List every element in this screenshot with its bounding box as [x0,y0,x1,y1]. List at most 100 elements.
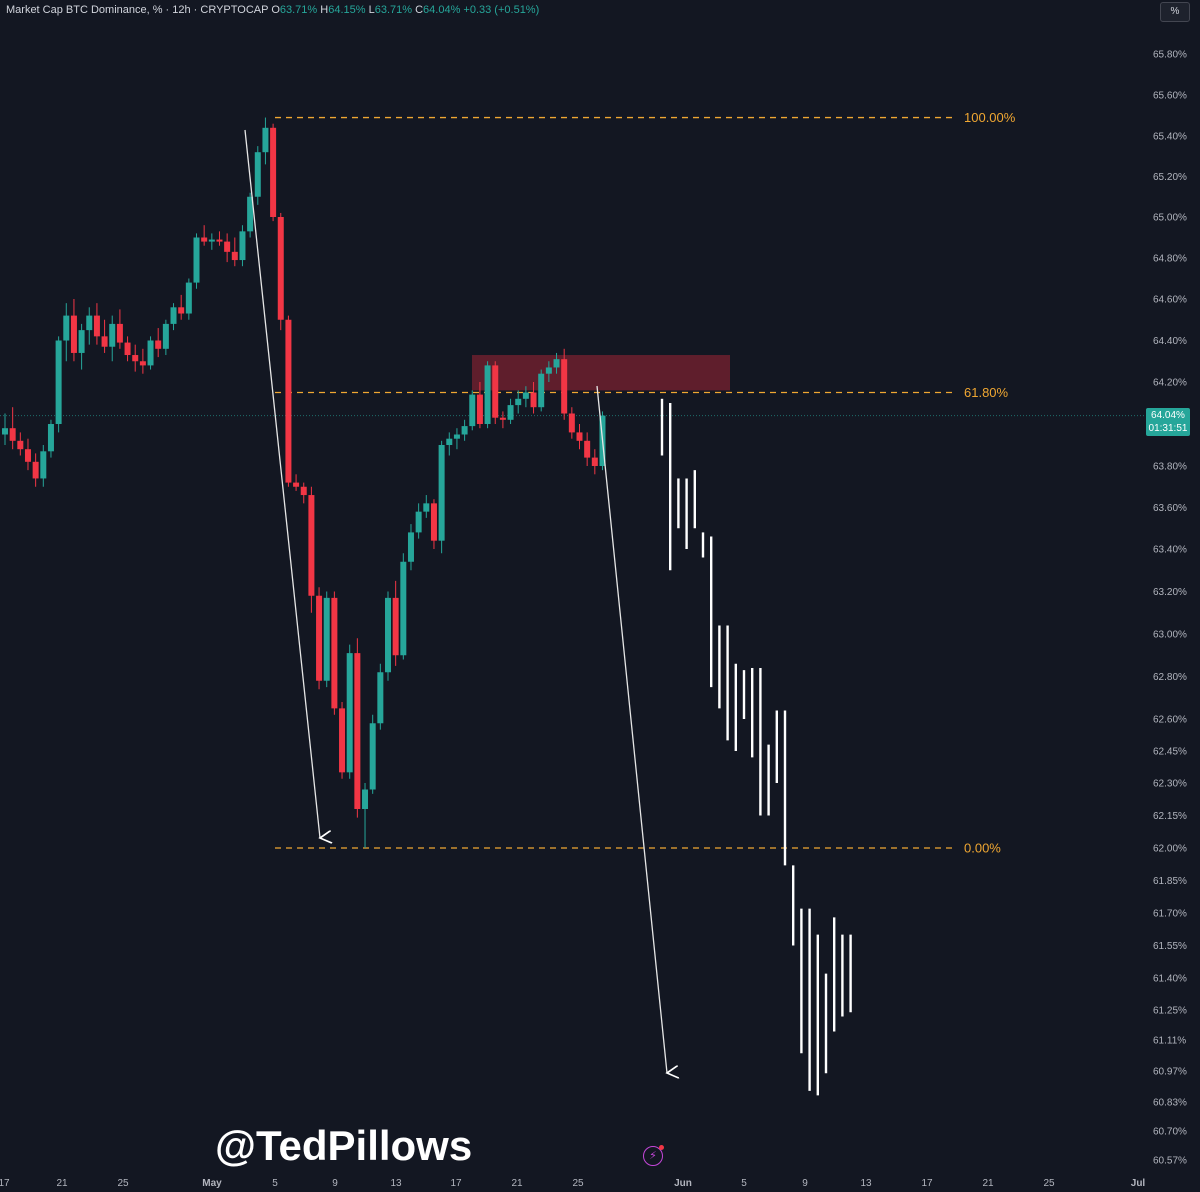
price-tick-label: 64.80% [1153,254,1187,265]
candle-body [254,152,261,197]
time-tick-label: 21 [56,1178,68,1189]
candle-body [530,392,537,408]
candle-body [139,361,146,366]
candle-body [9,428,16,441]
time-axis[interactable]: 17 21 25 May 5 9 13 17 21 25 Jun 5 9 13 17 21 25 Jul [0,1178,1145,1189]
candle-body [216,239,223,242]
candle-body [78,330,85,353]
candle-body [522,392,529,399]
candle-body [17,440,24,450]
price-tick-label: 63.00% [1153,630,1187,641]
candle-body [201,237,208,242]
candle-body [331,597,338,709]
candle-body [155,340,162,349]
time-tick-label: 17 [450,1178,462,1189]
price-axis[interactable]: 65.80% 65.60% 65.40% 65.20% 65.00% 64.80% 64.6… [1153,50,1187,1167]
candle-body [377,672,384,724]
price-tick-label: 63.20% [1153,587,1187,598]
lightning-icon[interactable]: ⚡ [643,1145,664,1166]
symbol-title: Market Cap BTC Dominance, % · 12h · CRYP… [6,4,269,16]
candle-body [316,595,323,681]
high-label: H [320,4,329,16]
candle-body [239,231,246,261]
candle-body [293,482,300,487]
price-tick-label: 65.80% [1153,50,1187,61]
time-tick-label: 17 [0,1178,10,1189]
candle-body [170,307,177,324]
time-tick-label: 21 [982,1178,994,1189]
symbol-header: Market Cap BTC Dominance, % · 12h · CRYP… [6,4,539,16]
candle-body [354,653,361,809]
trend-arrows [244,129,667,1073]
candle-body [247,196,254,232]
bar-countdown-text: 01:31:51 [1148,423,1188,434]
price-tick-label: 64.40% [1153,336,1187,347]
time-tick-label: May [202,1178,222,1189]
candle-body [362,789,369,809]
time-tick-label: 13 [390,1178,402,1189]
candles [2,117,606,848]
time-tick-label: Jun [674,1178,692,1189]
candle-body [392,597,399,656]
candle-body [116,323,123,343]
candle-body [423,503,430,512]
fib-levels: 100.00% 61.80% 0.00% [275,110,1016,856]
candle-body [2,428,8,435]
candle-body [400,561,407,656]
price-tick-label: 60.57% [1153,1156,1187,1167]
fib-level-label: 61.80% [964,385,1009,400]
author-watermark: @TedPillows [215,1122,473,1169]
candle-body [591,457,598,466]
candle-body [40,451,47,479]
fib-level-label: 0.00% [964,841,1001,856]
candle-body [300,486,307,496]
candle-body [208,239,215,242]
percent-scale-button[interactable]: % [1160,2,1190,22]
candle-body [70,315,77,353]
candle-body [24,449,31,462]
price-tick-label: 65.00% [1153,213,1187,224]
candle-body [545,367,552,374]
fib-level-label: 100.00% [964,110,1016,125]
close-value: 64.04% [423,4,461,16]
resistance-zone [472,355,730,391]
candle-body [277,217,284,320]
price-tick-label: 62.15% [1153,811,1187,822]
time-tick-label: 17 [921,1178,933,1189]
price-tick-label: 61.11% [1153,1036,1186,1047]
candle-body [32,461,39,479]
candle-body [339,708,346,773]
price-tick-label: 62.80% [1153,672,1187,683]
open-value: 63.71% [279,4,318,16]
time-tick-label: 5 [741,1178,747,1189]
price-tick-label: 62.60% [1153,715,1187,726]
candle-body [553,359,560,368]
candle-body [101,336,108,347]
price-tick-label: 60.97% [1153,1067,1187,1078]
candle-body [124,342,131,356]
current-price-badge: 64.04% 01:31:51 [1146,408,1190,436]
price-tick-label: 62.30% [1153,779,1187,790]
candle-body [55,340,62,424]
candle-body [231,251,238,261]
candle-body [224,241,231,252]
candle-body [185,282,192,314]
candle-body [576,432,583,441]
candle-body [561,359,568,414]
candle-body [538,373,545,408]
candle-body [323,597,330,681]
candle-body [385,597,391,673]
candle-body [308,495,315,596]
high-value: 64.15% [328,4,366,16]
low-label: L [368,4,375,16]
candle-body [515,398,522,406]
time-tick-label: 25 [117,1178,129,1189]
candle-body [407,532,414,562]
candle-body [507,405,514,420]
candle-body [453,434,460,439]
open-label: O [271,4,280,16]
candle-body [499,417,506,420]
time-tick-label: 13 [860,1178,872,1189]
candle-body [438,445,445,541]
